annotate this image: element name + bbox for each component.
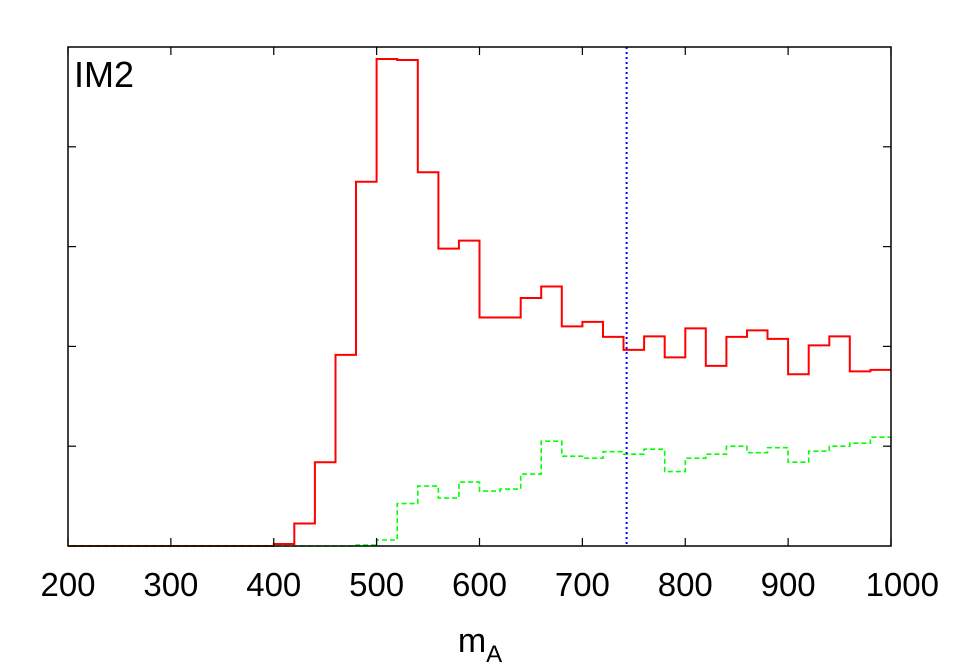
- x-tick-label-1000: 1000: [866, 566, 939, 603]
- axis-ticks: [67, 47, 892, 546]
- x-tick-label-700: 700: [555, 566, 610, 603]
- x-axis-label-subscript: A: [486, 641, 502, 665]
- panel-label: IM2: [74, 54, 134, 95]
- x-tick-label-800: 800: [658, 566, 713, 603]
- x-axis-label: mA: [458, 622, 502, 665]
- x-axis-label-main: m: [458, 622, 486, 660]
- x-tick-label-200: 200: [40, 566, 95, 603]
- series-1-step-line: [68, 436, 891, 547]
- x-tick-labels: 200 300 400 500 600 700 800 900 1000: [40, 566, 939, 603]
- x-tick-label-900: 900: [761, 566, 816, 603]
- x-tick-label-600: 600: [452, 566, 507, 603]
- x-tick-label-400: 400: [246, 566, 301, 603]
- series-0-step-line: [68, 58, 891, 547]
- x-tick-label-500: 500: [349, 566, 404, 603]
- plot-content: [68, 47, 891, 547]
- x-tick-label-300: 300: [143, 566, 198, 603]
